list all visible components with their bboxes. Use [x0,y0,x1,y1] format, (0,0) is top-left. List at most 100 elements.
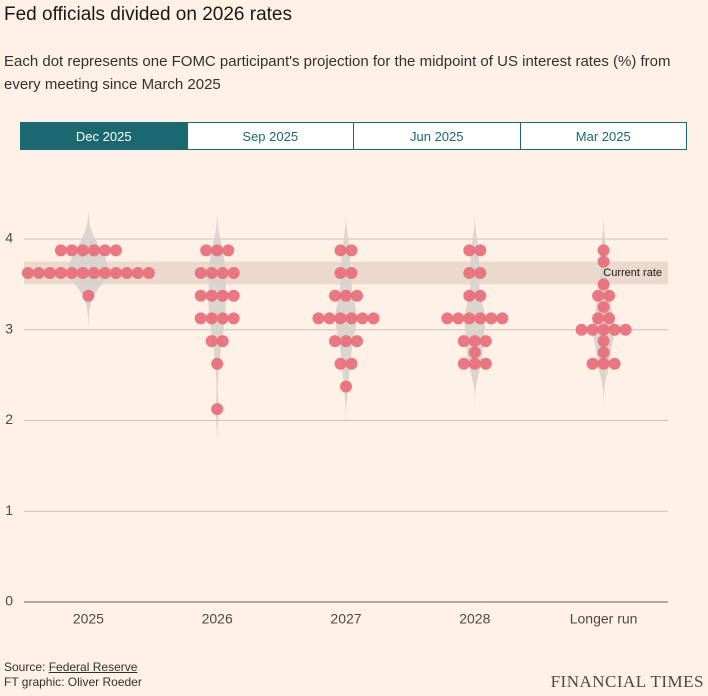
dot [329,289,341,302]
dot [474,267,487,280]
dot [586,357,599,370]
dot [592,312,605,325]
dot [496,312,509,325]
dot [54,244,67,257]
dot [211,244,224,257]
dot [334,312,347,325]
dot [205,312,218,325]
dot [131,267,144,280]
x-tick-label: 2028 [459,611,490,627]
dot [468,346,481,359]
dot [485,312,498,325]
dot [597,346,610,359]
dot [194,289,207,302]
dot [597,301,610,314]
dot [457,335,470,348]
dot [194,267,207,280]
dot [575,323,588,336]
violin [68,210,109,351]
dot [463,289,476,302]
dot [120,267,133,280]
dot [452,312,465,325]
title: Fed officials divided on 2026 rates [4,4,292,25]
source-link[interactable]: Federal Reserve [48,660,138,674]
dot [54,267,67,280]
y-tick-label: 3 [5,320,13,336]
dot [76,267,89,280]
dot [463,267,476,280]
dot [329,335,341,348]
dot [597,255,610,268]
brand: FINANCIAL TIMES [550,672,704,691]
dot [340,289,352,302]
dot [340,380,352,393]
credit: FT graphic: Oliver Roeder [4,675,142,689]
dot [367,312,380,325]
dot [109,244,122,257]
dot [227,289,240,302]
dot [468,335,481,348]
footer: Source: Federal Reserve FT graphic: Oliv… [4,660,142,690]
dot [345,244,358,257]
dot [87,267,100,280]
dot [200,244,213,257]
source-line: Source: Federal Reserve [4,660,142,675]
dot [21,267,34,280]
dot [597,278,610,291]
dot [98,267,111,280]
subtitle: Each dot represents one FOMC participant… [4,53,671,93]
tab[interactable]: Sep 2025 [186,123,353,149]
y-tick-label: 0 [5,593,13,609]
dot [205,335,218,348]
dot [479,335,492,348]
dot [216,312,229,325]
dot [479,357,492,370]
tab[interactable]: Dec 2025 [21,123,187,149]
dot [82,289,95,302]
dot [345,267,358,280]
source-prefix: Source: [4,660,49,674]
dot [597,357,610,370]
dot [222,244,235,257]
dot [216,335,229,348]
dot [32,267,45,280]
dot [65,267,78,280]
dot [109,267,122,280]
x-tick-label: Longer run [570,611,638,627]
dot [65,244,78,257]
dot [345,357,358,370]
dot [351,335,363,348]
dot [216,289,229,302]
violin [592,209,615,419]
dot [98,244,111,257]
dot [334,244,347,257]
dot [216,267,229,280]
dot [43,267,56,280]
dot [211,357,224,370]
x-tick-label: 2027 [330,611,361,627]
dot [194,312,207,325]
dot [608,323,621,336]
dot [603,312,616,325]
dot [323,312,336,325]
y-tick-label: 1 [5,502,13,518]
dot [227,312,240,325]
y-tick-label: 2 [5,411,13,427]
dot [463,244,476,257]
tab[interactable]: Jun 2025 [353,123,520,149]
dot [441,312,454,325]
dot [463,312,476,325]
dot [592,289,605,302]
dot [205,289,218,302]
tab[interactable]: Mar 2025 [519,123,686,149]
dot [205,267,218,280]
dot [340,335,352,348]
dot [312,312,325,325]
dot [87,244,100,257]
dot [76,244,89,257]
dot [603,289,616,302]
dot [597,244,610,257]
y-tick-label: 4 [5,230,13,246]
dot [334,267,347,280]
